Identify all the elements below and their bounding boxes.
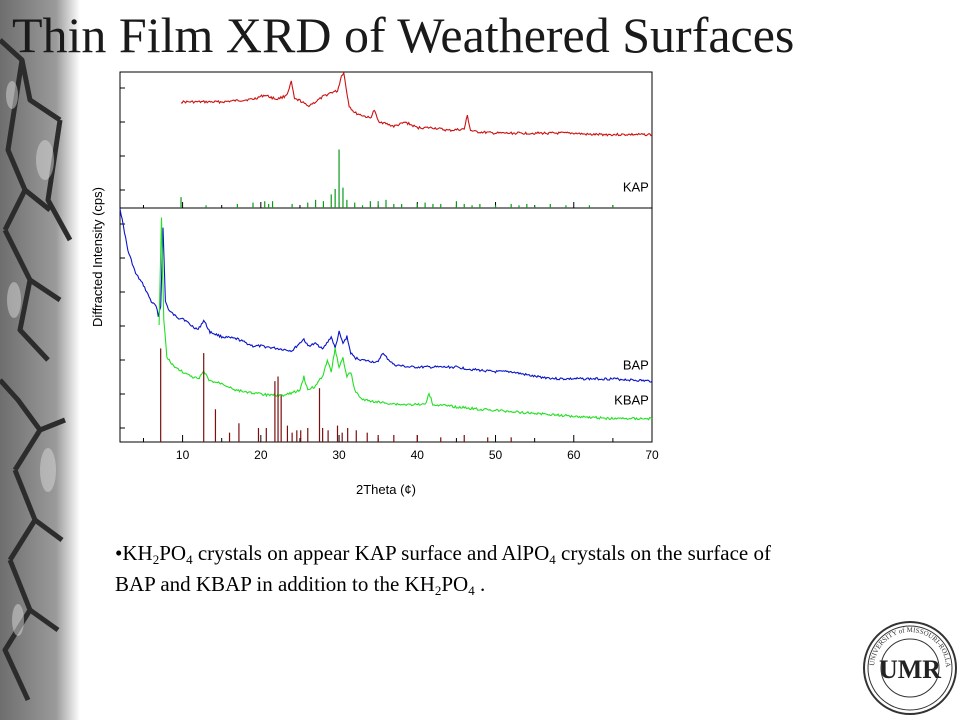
x-tick-label: 30 — [332, 448, 346, 462]
subscript: 4 — [549, 552, 556, 567]
subscript: 2 — [434, 583, 442, 598]
series-kbap — [158, 217, 653, 421]
x-tick-label: 10 — [176, 448, 190, 462]
series-label-kbap: KBAP — [614, 393, 649, 408]
subscript: 4 — [468, 583, 475, 598]
series-label-kap: KAP — [623, 180, 649, 195]
x-tick-label: 50 — [489, 448, 503, 462]
series-kap — [181, 71, 653, 137]
bullet-marker: • — [115, 541, 123, 565]
subscript: 4 — [186, 552, 193, 567]
bullet-text: •KH2PO4 crystals on appear KAP surface a… — [115, 541, 771, 598]
y-axis-label: Diffracted Intensity (cps) — [90, 187, 105, 327]
xrd-chart: 10 20 30 40 50 60 70 2Theta (¢) Diffracted Inten… — [90, 71, 659, 497]
x-tick-label: 70 — [645, 448, 659, 462]
plot-frame — [119, 71, 653, 443]
page-title: Thin Film XRD of Weathered Surfaces — [12, 7, 795, 63]
series-bap — [119, 208, 653, 383]
subscript: 2 — [152, 552, 160, 567]
x-tick-label: 40 — [411, 448, 425, 462]
series-label-bap: BAP — [623, 357, 649, 372]
university-seal-logo: UNIVERSITY of MISSOURI-ROLLA UMR — [863, 621, 957, 715]
decorative-texture-strip — [0, 0, 80, 720]
x-axis-label: 2Theta (¢) — [356, 482, 416, 497]
x-tick-label: 20 — [254, 448, 268, 462]
svg-text:UMR: UMR — [879, 655, 941, 684]
x-tick-label: 60 — [567, 448, 581, 462]
